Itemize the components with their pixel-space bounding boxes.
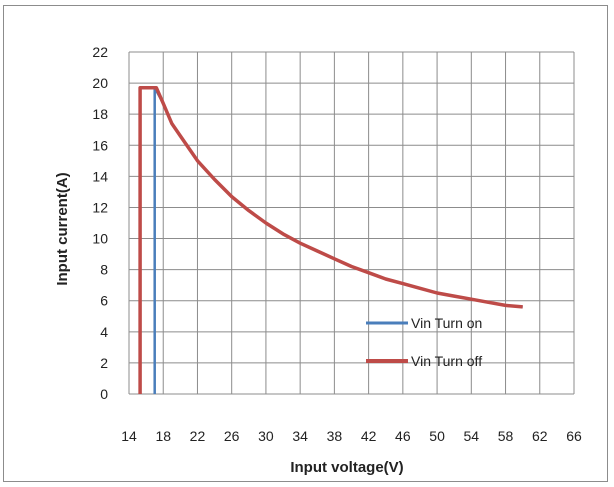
x-tick-label: 30 — [258, 428, 274, 444]
y-tick-label: 0 — [100, 386, 108, 402]
legend-label: Vin Turn off — [411, 353, 482, 369]
y-tick-label: 20 — [92, 75, 108, 91]
y-tick-label: 12 — [92, 199, 108, 215]
y-tick-label: 14 — [92, 168, 108, 184]
y-tick-labels: 0 2 4 6 8 10 12 14 16 18 20 22 — [92, 44, 108, 402]
x-tick-label: 46 — [395, 428, 411, 444]
y-tick-label: 2 — [100, 355, 108, 371]
x-tick-label: 62 — [532, 428, 548, 444]
y-tick-label: 6 — [100, 293, 108, 309]
x-tick-label: 54 — [464, 428, 480, 444]
x-tick-label: 14 — [121, 428, 137, 444]
x-tick-label: 18 — [155, 428, 171, 444]
y-axis-title: Input current(A) — [54, 172, 71, 285]
legend-label: Vin Turn on — [411, 315, 482, 331]
y-tick-label: 8 — [100, 262, 108, 278]
grid-lines — [128, 51, 575, 395]
x-tick-labels: 14 18 22 26 30 34 38 42 46 50 54 58 62 66 — [121, 428, 582, 444]
series-lines — [138, 86, 523, 394]
chart-frame — [3, 5, 608, 482]
series-line-vin-turn-off — [138, 86, 523, 394]
x-tick-label: 22 — [190, 428, 206, 444]
x-tick-label: 66 — [566, 428, 582, 444]
x-tick-label: 38 — [327, 428, 343, 444]
series-line-vin-turn-on — [153, 86, 523, 394]
y-tick-label: 18 — [92, 106, 108, 122]
x-tick-label: 34 — [292, 428, 308, 444]
legend: Vin Turn on Vin Turn off — [366, 315, 482, 369]
x-axis-title: Input voltage(V) — [290, 459, 403, 476]
y-tick-label: 22 — [92, 44, 108, 60]
y-tick-label: 16 — [92, 137, 108, 153]
y-tick-label: 10 — [92, 231, 108, 247]
y-tick-label: 4 — [100, 324, 108, 340]
x-tick-label: 50 — [429, 428, 445, 444]
x-tick-label: 42 — [361, 428, 377, 444]
x-tick-label: 26 — [224, 428, 240, 444]
x-tick-label: 58 — [498, 428, 514, 444]
